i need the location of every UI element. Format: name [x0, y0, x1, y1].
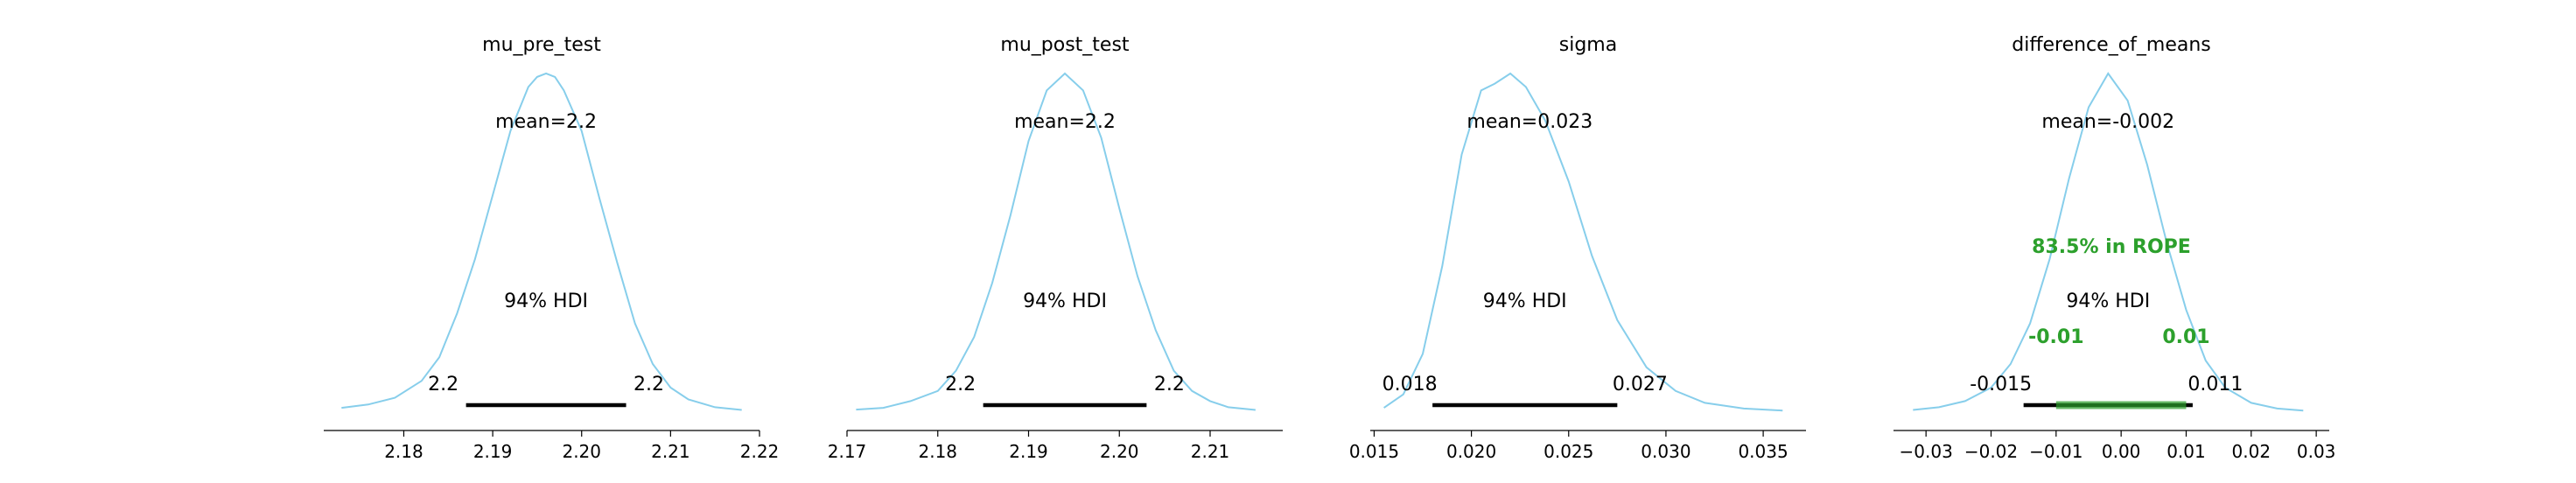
density-curve — [1383, 72, 1783, 412]
mean-label: mean=2.2 — [1014, 111, 1116, 133]
x-tick-label: 2.20 — [1100, 441, 1139, 462]
hdi-bound-label: 0.027 — [1613, 374, 1668, 396]
mean-label: mean=2.2 — [495, 111, 597, 133]
x-tick-label: 0.02 — [2232, 441, 2272, 462]
hdi-label: 94% HDI — [1023, 290, 1107, 312]
panel-1: mu_pre_test 2.18 2.19 2.20 2.21 2.22 mean=2.2 9… — [324, 34, 779, 462]
rope-bound-label: -0.01 — [2028, 326, 2083, 348]
hdi-label: 94% HDI — [2066, 290, 2150, 312]
panels: mu_pre_test 2.18 2.19 2.20 2.21 2.22 mean=2.2 9… — [324, 34, 2335, 462]
x-tick-label: −0.01 — [2029, 441, 2082, 462]
panel-2: mu_post_test 2.17 2.18 2.19 2.20 2.21 mean=2.2… — [828, 34, 1283, 462]
hdi-bound-label: 2.2 — [1154, 374, 1185, 396]
hdi-bound-label: 0.018 — [1382, 374, 1438, 396]
x-tick-label: 0.03 — [2297, 441, 2336, 462]
panel-title: sigma — [1559, 34, 1617, 56]
x-tick-label: 0.035 — [1738, 441, 1788, 462]
density-curve — [856, 72, 1256, 411]
hdi-bound-label: 2.2 — [945, 374, 976, 396]
rope-percentage-label: 83.5% in ROPE — [2032, 236, 2191, 258]
hdi-bound-label: 0.011 — [2188, 374, 2243, 396]
mean-label: mean=0.023 — [1466, 111, 1592, 133]
hdi-label: 94% HDI — [504, 290, 588, 312]
mean-label: mean=-0.002 — [2041, 111, 2174, 133]
panel-title: mu_pre_test — [482, 34, 601, 56]
density-curve — [1913, 72, 2304, 412]
x-tick-label: 0.030 — [1641, 441, 1690, 462]
x-tick-label: 2.17 — [828, 441, 867, 462]
x-tick-label: 2.20 — [562, 441, 601, 462]
hdi-label: 94% HDI — [1483, 290, 1567, 312]
x-tick-label: 0.015 — [1349, 441, 1399, 462]
x-tick-label: 2.18 — [918, 441, 957, 462]
x-tick-label: 2.21 — [1191, 441, 1230, 462]
hdi-bound-label: 2.2 — [428, 374, 458, 396]
hdi-bound-label: -0.015 — [1970, 374, 2032, 396]
x-tick-label: 2.21 — [651, 441, 690, 462]
x-tick-label: 0.020 — [1446, 441, 1496, 462]
x-tick-label: −0.03 — [1900, 441, 1953, 462]
x-tick-label: −0.02 — [1964, 441, 2018, 462]
x-tick-label: 2.22 — [740, 441, 780, 462]
hdi-bound-label: 2.2 — [634, 374, 664, 396]
panel-title: difference_of_means — [2012, 34, 2211, 56]
density-curve — [341, 72, 742, 411]
x-tick-label: 2.18 — [384, 441, 424, 462]
rope-bound-label: 0.01 — [2162, 326, 2209, 348]
x-tick-label: 0.00 — [2102, 441, 2141, 462]
panel-3: sigma 0.015 0.020 0.025 0.030 0.035 mean=0.023… — [1349, 34, 1806, 462]
panel-4: difference_of_means −0.03 −0.02 −0.01 0.00 0.… — [1894, 34, 2335, 462]
x-tick-label: 0.01 — [2166, 441, 2206, 462]
x-tick-label: 2.19 — [1009, 441, 1048, 462]
x-tick-label: 2.19 — [473, 441, 513, 462]
panel-title: mu_post_test — [1000, 34, 1130, 56]
x-tick-label: 0.025 — [1544, 441, 1593, 462]
